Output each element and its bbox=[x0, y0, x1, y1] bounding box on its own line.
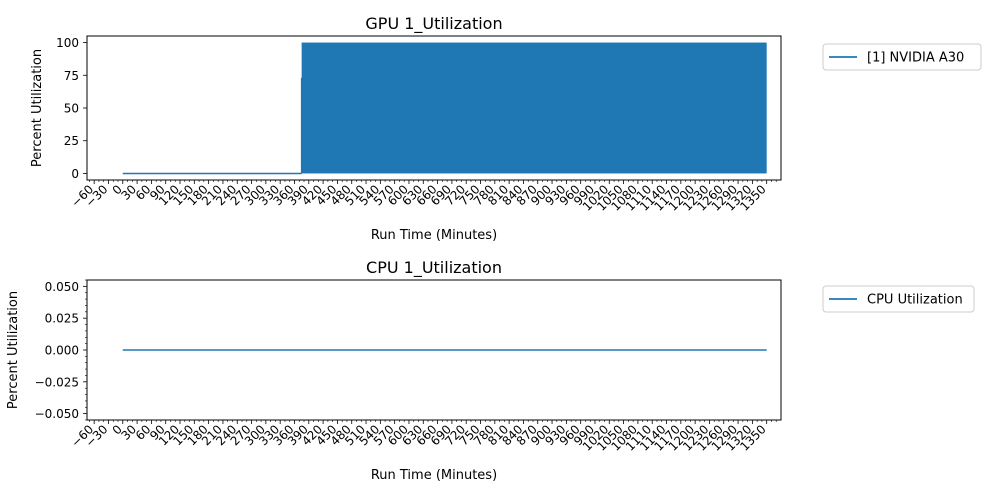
chart-title: CPU 1_Utilization bbox=[366, 258, 502, 278]
y-tick-label: 100 bbox=[56, 36, 79, 50]
y-tick-label: −0.050 bbox=[35, 407, 79, 421]
y-tick-label: 25 bbox=[64, 134, 79, 148]
x-axis-label: Run Time (Minutes) bbox=[371, 228, 497, 243]
chart-cpu: CPU 1_Utilization−60−30 03060901201501802… bbox=[6, 258, 975, 483]
legend-box bbox=[822, 43, 982, 71]
legend: [1] NVIDIA A30 bbox=[822, 43, 982, 71]
series-line bbox=[122, 42, 767, 175]
legend: CPU Utilization bbox=[822, 285, 975, 313]
y-tick-label: 0.000 bbox=[45, 344, 79, 358]
y-tick-label: 0 bbox=[71, 167, 79, 181]
y-tick-label: 0.050 bbox=[45, 280, 79, 294]
y-axis-label: Percent Utilization bbox=[6, 291, 21, 409]
legend-label: CPU Utilization bbox=[867, 293, 963, 308]
chart-gpu: GPU 1_Utilization−60−30 03060901201501802… bbox=[30, 14, 982, 243]
y-tick-label: 75 bbox=[64, 69, 79, 83]
y-axis-label: Percent Utilization bbox=[30, 49, 45, 167]
legend-box bbox=[822, 285, 975, 313]
y-tick-label: 0.025 bbox=[45, 312, 79, 326]
series-oscillation-band bbox=[301, 42, 767, 174]
chart-title: GPU 1_Utilization bbox=[365, 14, 502, 34]
y-tick-label: −0.025 bbox=[35, 375, 79, 389]
legend-label: [1] NVIDIA A30 bbox=[867, 51, 964, 66]
x-axis-label: Run Time (Minutes) bbox=[371, 468, 497, 483]
y-tick-label: 50 bbox=[64, 102, 79, 116]
